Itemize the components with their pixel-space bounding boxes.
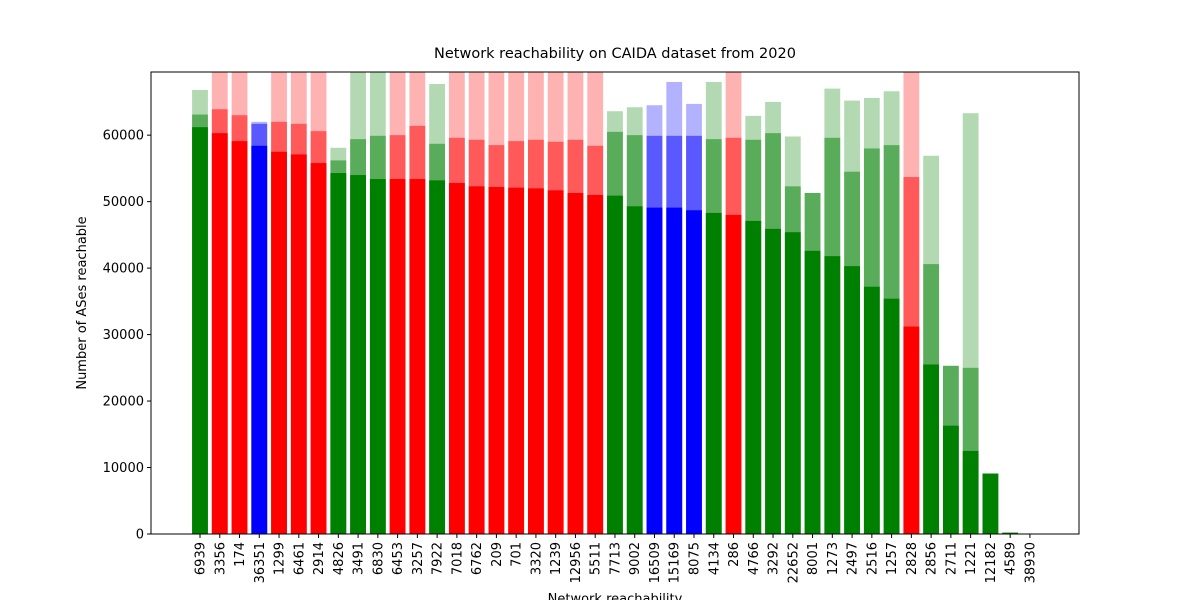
x-tick-label: 1221 bbox=[964, 542, 979, 575]
bar bbox=[705, 212, 722, 534]
x-tick-label: 209 bbox=[490, 542, 505, 567]
y-tick-label: 20000 bbox=[103, 395, 144, 410]
x-axis-label: Network reachability bbox=[548, 592, 683, 600]
x-tick-label: 6762 bbox=[470, 542, 485, 575]
bar bbox=[231, 141, 248, 534]
bar bbox=[646, 207, 663, 534]
x-tick-label: 3356 bbox=[213, 542, 228, 575]
x-tick-label: 22652 bbox=[786, 542, 801, 583]
x-tick-label: 4766 bbox=[747, 542, 762, 575]
x-tick-label: 6453 bbox=[391, 542, 406, 575]
bar bbox=[429, 180, 446, 534]
x-tick-label: 6830 bbox=[371, 542, 386, 575]
x-tick-label: 7713 bbox=[608, 542, 623, 575]
y-axis-label: Number of ASes reachable bbox=[75, 216, 90, 389]
bar bbox=[369, 179, 386, 534]
x-tick-label: 4134 bbox=[707, 542, 722, 575]
bar bbox=[290, 154, 307, 534]
x-tick-label: 1257 bbox=[885, 542, 900, 575]
bar bbox=[330, 173, 347, 534]
bar bbox=[844, 266, 860, 534]
bar bbox=[468, 186, 485, 534]
x-tick-label: 3257 bbox=[411, 542, 426, 575]
bar bbox=[1002, 532, 1019, 534]
x-tick-label: 16509 bbox=[648, 542, 663, 583]
bar bbox=[389, 179, 406, 534]
bar bbox=[528, 188, 544, 534]
bar bbox=[784, 232, 801, 534]
bar bbox=[982, 473, 999, 534]
x-tick-label: 2914 bbox=[312, 542, 327, 575]
bar bbox=[310, 163, 327, 534]
bar bbox=[686, 210, 702, 534]
x-tick-label: 6939 bbox=[194, 542, 209, 575]
x-tick-label: 701 bbox=[510, 542, 525, 567]
chart-title: Network reachability on CAIDA dataset fr… bbox=[434, 46, 796, 62]
x-tick-label: 12182 bbox=[984, 542, 999, 583]
x-tick-label: 1299 bbox=[273, 542, 288, 575]
x-tick-label: 2516 bbox=[865, 542, 880, 575]
x-tick-label: 4589 bbox=[1004, 542, 1019, 575]
bar bbox=[962, 450, 979, 534]
x-tick-label: 7018 bbox=[450, 542, 465, 575]
x-tick-label: 174 bbox=[233, 542, 248, 567]
bar bbox=[863, 286, 880, 534]
bar bbox=[666, 207, 683, 534]
bar bbox=[725, 214, 742, 534]
bar bbox=[923, 364, 940, 534]
x-tick-label: 12956 bbox=[569, 542, 584, 583]
bar bbox=[508, 187, 525, 534]
x-tick-label: 9002 bbox=[628, 542, 643, 575]
bars bbox=[192, 72, 1019, 534]
bar bbox=[350, 175, 366, 534]
y-tick-label: 50000 bbox=[103, 195, 144, 210]
x-tick-label: 2828 bbox=[905, 542, 920, 575]
x-tick-label: 286 bbox=[727, 542, 742, 567]
bar bbox=[587, 194, 604, 534]
bar bbox=[448, 183, 465, 534]
x-tick-label: 2711 bbox=[944, 542, 959, 575]
bar bbox=[745, 220, 762, 534]
x-tick-label: 2497 bbox=[846, 542, 861, 575]
y-tick-label: 60000 bbox=[103, 129, 144, 144]
bar bbox=[271, 151, 287, 534]
bar bbox=[804, 250, 821, 534]
x-tick-label: 3292 bbox=[767, 542, 782, 575]
y-tick-label: 10000 bbox=[103, 461, 144, 476]
bar bbox=[251, 145, 268, 534]
x-tick-label: 3491 bbox=[352, 542, 367, 575]
x-tick-label: 8075 bbox=[688, 542, 703, 575]
x-tick-label: 7922 bbox=[431, 542, 446, 575]
bar bbox=[192, 127, 208, 534]
bar bbox=[765, 228, 781, 534]
x-tick-label: 6461 bbox=[292, 542, 307, 575]
y-tick-label: 0 bbox=[136, 528, 144, 543]
x-tick-label: 15169 bbox=[668, 542, 683, 583]
bar bbox=[942, 425, 959, 534]
x-tick-label: 4826 bbox=[332, 542, 347, 575]
x-tick-label: 3320 bbox=[529, 542, 544, 575]
x-tick-label: 5511 bbox=[589, 542, 604, 575]
bar bbox=[824, 256, 841, 534]
x-tick-label: 1239 bbox=[549, 542, 564, 575]
bar bbox=[607, 195, 623, 534]
x-tick-label: 38930 bbox=[1023, 542, 1038, 583]
bar bbox=[547, 190, 564, 534]
bar bbox=[488, 187, 505, 534]
x-tick-label: 2856 bbox=[925, 542, 940, 575]
bar bbox=[903, 326, 920, 534]
x-tick-label: 36351 bbox=[253, 542, 268, 583]
x-tick-label: 8001 bbox=[806, 542, 821, 575]
y-tick-label: 40000 bbox=[103, 262, 144, 277]
y-tick-label: 30000 bbox=[103, 328, 144, 343]
bar bbox=[883, 298, 900, 534]
x-tick-label: 1273 bbox=[826, 542, 841, 575]
bar bbox=[409, 179, 426, 534]
bar bbox=[567, 192, 584, 534]
bar bbox=[211, 133, 228, 534]
bar bbox=[626, 206, 643, 534]
